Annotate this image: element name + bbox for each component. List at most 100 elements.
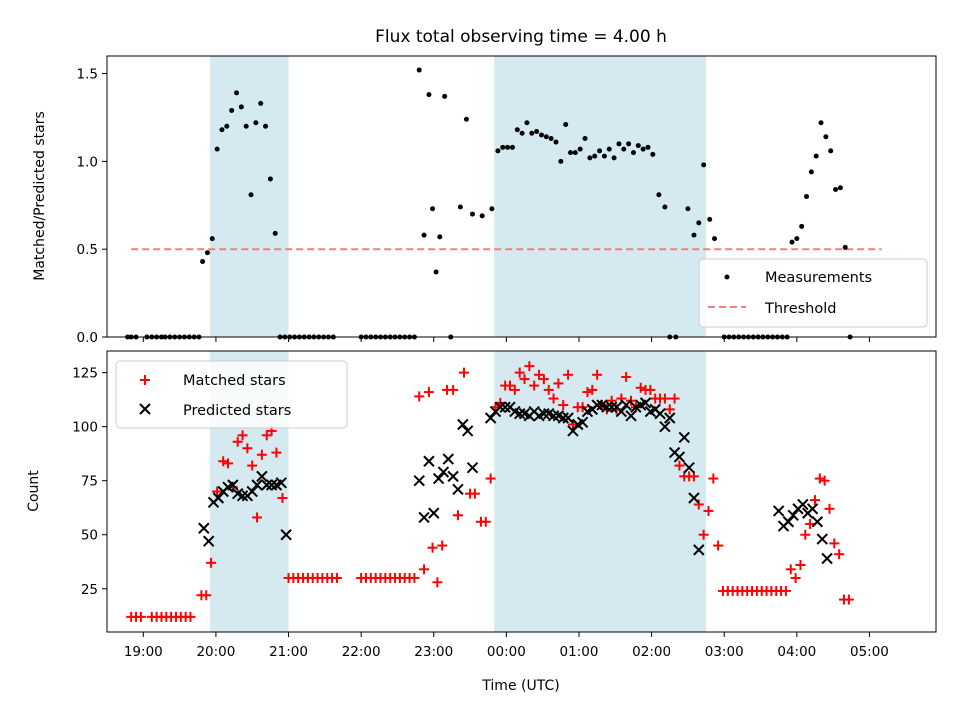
top-measurement-points xyxy=(125,67,853,340)
matched-star-point xyxy=(795,559,806,570)
matched-star-point xyxy=(834,549,845,560)
matched-star-point xyxy=(616,393,627,404)
y-tick-label: 0.5 xyxy=(77,242,98,258)
predicted-star-point xyxy=(251,479,263,491)
matched-star-point xyxy=(331,572,342,583)
measurement-point xyxy=(707,216,713,222)
matched-star-point xyxy=(242,443,253,454)
matched-star-point xyxy=(271,447,282,458)
measurement-point xyxy=(685,206,691,212)
predicted-star-point xyxy=(499,401,511,413)
measurement-point xyxy=(219,127,225,133)
measurement-point xyxy=(514,127,520,133)
x-b xyxy=(639,397,652,409)
predicted-star-point xyxy=(797,498,809,511)
x-b xyxy=(806,503,819,515)
predicted-star-point xyxy=(198,522,210,534)
measurement-point xyxy=(505,144,511,150)
measurement-point xyxy=(558,158,564,164)
measurement-point xyxy=(804,194,810,199)
measurement-point xyxy=(421,232,427,238)
x-tick-label: 03:00 xyxy=(705,644,744,660)
measurement-point xyxy=(630,150,636,156)
measurement-point xyxy=(568,150,574,156)
predicted-star-point xyxy=(673,451,686,463)
matched-star-point xyxy=(553,378,564,389)
predicted-star-point xyxy=(772,505,785,517)
measurement-point xyxy=(426,92,432,98)
x-b xyxy=(231,487,244,500)
matched-star-point xyxy=(785,564,796,575)
x-b xyxy=(256,470,268,483)
matched-star-point xyxy=(800,529,811,540)
x-b xyxy=(432,472,445,485)
predicted-star-point xyxy=(576,416,589,429)
x-b xyxy=(615,405,628,418)
matched-star-point xyxy=(635,382,646,393)
predicted-star-point xyxy=(538,407,550,420)
matched-star-point xyxy=(780,585,791,596)
measurement-point xyxy=(818,120,824,126)
measurement-point xyxy=(656,192,662,198)
measurement-point xyxy=(563,121,569,127)
x-b xyxy=(683,462,695,474)
predicted-star-point xyxy=(461,425,474,437)
measurement-point xyxy=(469,211,475,217)
matched-star-point xyxy=(448,384,459,395)
matched-star-point xyxy=(437,540,448,551)
predicted-star-point xyxy=(457,418,469,431)
x-b xyxy=(509,405,521,418)
matched-star-point xyxy=(567,419,578,430)
measurement-point xyxy=(712,236,718,242)
matched-star-point xyxy=(669,393,680,404)
measurement-point xyxy=(601,153,607,159)
matched-star-point xyxy=(829,538,840,549)
matched-star-point xyxy=(427,542,438,553)
measurement-point xyxy=(538,132,544,138)
predicted-star-point xyxy=(654,407,666,420)
x-tick-label: 23:00 xyxy=(414,644,453,660)
measurement-point xyxy=(592,153,598,159)
x-tick-label: 00:00 xyxy=(487,644,526,660)
measurement-point xyxy=(204,250,210,256)
matched-star-point xyxy=(277,492,288,503)
predicted-star-point xyxy=(442,453,454,465)
matched-star-point xyxy=(688,471,699,482)
measurement-point xyxy=(572,150,578,156)
x-b xyxy=(246,485,258,498)
x-b xyxy=(484,412,497,424)
predicted-star-point xyxy=(591,399,603,411)
x-tick-label: 01:00 xyxy=(560,644,599,660)
x-b xyxy=(620,399,632,411)
measurement-point xyxy=(789,239,795,245)
bottom-panel: 19:00 20:00 21:00 22:00 23:00 00:00 01:00 02:00… xyxy=(26,350,937,694)
x-b xyxy=(461,425,474,437)
matched-star-point xyxy=(218,456,229,467)
matched-star-point xyxy=(698,529,709,540)
predicted-star-point xyxy=(227,479,239,491)
predicted-star-point xyxy=(664,412,676,424)
x-b xyxy=(816,533,828,545)
matched-star-point xyxy=(480,516,491,527)
predicted-star-point xyxy=(557,412,569,424)
matched-star-point xyxy=(452,510,463,521)
predicted-star-point xyxy=(447,470,459,483)
matched-star-point xyxy=(819,475,830,486)
matched-star-point xyxy=(212,486,223,497)
bottom-legend: Matched stars Predicted stars xyxy=(115,360,348,429)
x-b xyxy=(457,418,469,431)
measurement-point xyxy=(808,169,814,175)
x-b xyxy=(499,401,511,413)
measurement-point xyxy=(543,134,549,140)
measurement-point xyxy=(534,129,540,135)
x-b xyxy=(576,416,589,429)
matched-star-point xyxy=(409,572,420,583)
x-b xyxy=(552,410,565,422)
shaded-span xyxy=(494,56,707,337)
measurement-point xyxy=(529,130,535,136)
predicted-star-point xyxy=(423,455,435,467)
measurement-point xyxy=(548,136,554,142)
measurement-point xyxy=(701,162,707,168)
x-tick-label: 22:00 xyxy=(342,644,381,660)
top-axis-ticks: 0.0 0.5 1.0 1.5 xyxy=(77,67,870,346)
